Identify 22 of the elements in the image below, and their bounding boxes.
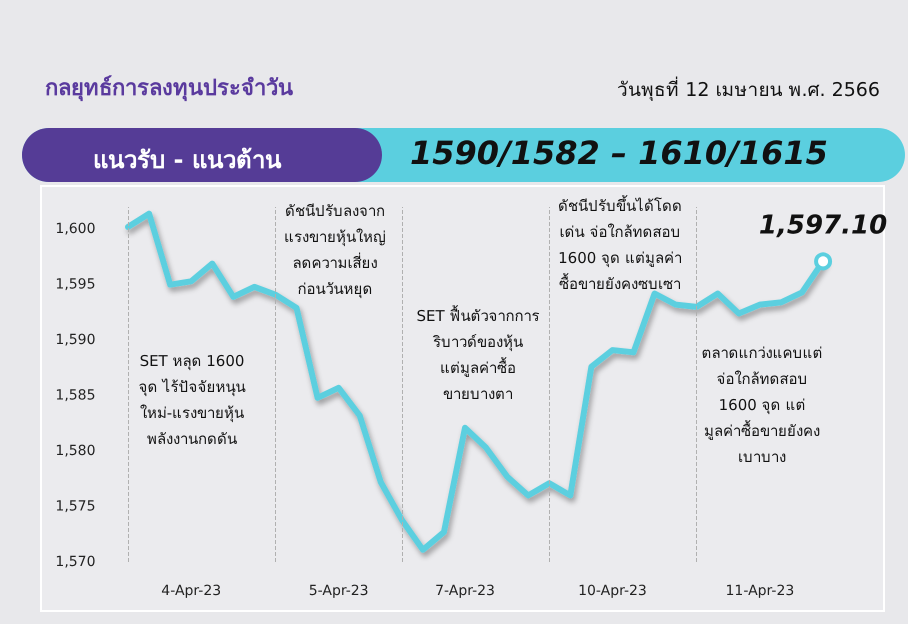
y-tick-label: 1,595 xyxy=(55,276,96,293)
text: แนวรับ - แนวต้าน xyxy=(92,145,282,176)
x-tick-label: 10-Apr-23 xyxy=(578,583,647,599)
annotation: ดัชนีปรับขึ้นได้โดด เด่น จ่อใกล้ทดสอบ 1600 จุด แต่มูลค่า ซื้อขายยังคงซบเซา xyxy=(558,195,682,293)
y-tick-label: 1,570 xyxy=(55,554,96,570)
annotation: ดัชนีปรับลงจาก แรงขายหุ้นใหญ่ ลดความเสี่ยง ก่อนวันหยุด xyxy=(284,202,386,299)
y-tick-label: 1,575 xyxy=(55,498,96,515)
text: 1590/1582 – 1610/1615 xyxy=(410,134,828,172)
y-tick-label: 1,590 xyxy=(55,332,96,348)
y-tick-label: 1,585 xyxy=(55,388,96,404)
y-tick-label: 1,580 xyxy=(55,443,96,460)
data-label: 1,597.10 xyxy=(758,210,888,240)
x-tick-label: 4-Apr-23 xyxy=(161,583,222,599)
x-tick-label: 5-Apr-23 xyxy=(308,583,369,599)
chart-subtitle: วันพุธที่ 12 เมษายน พ.ศ. 2566 xyxy=(617,76,880,103)
annotation: ตลาดแกว่งแคบแต่ จ่อใกล้ทดสอบ 1600 จุด แต่ มูลค่าซื้อขายยังคง เบาบาง xyxy=(702,344,822,466)
annotation: SET ฟื้นตัวจากการ ริบาวด์ของหุ้น แต่มูลค่าซื้อ ขายบางตา xyxy=(416,305,540,403)
annotation: SET หลุด 1600 จุด ไร้ปัจจัยหนุน ใหม่-แรงขายหุ้น พลังงานกดดัน xyxy=(138,352,246,448)
x-tick-label: 11-Apr-23 xyxy=(726,583,794,599)
y-tick-label: 1,600 xyxy=(55,221,96,238)
chart-title: กลยุทธ์การลงทุนประจำวัน xyxy=(45,74,293,104)
x-tick-label: 7-Apr-23 xyxy=(435,583,495,599)
